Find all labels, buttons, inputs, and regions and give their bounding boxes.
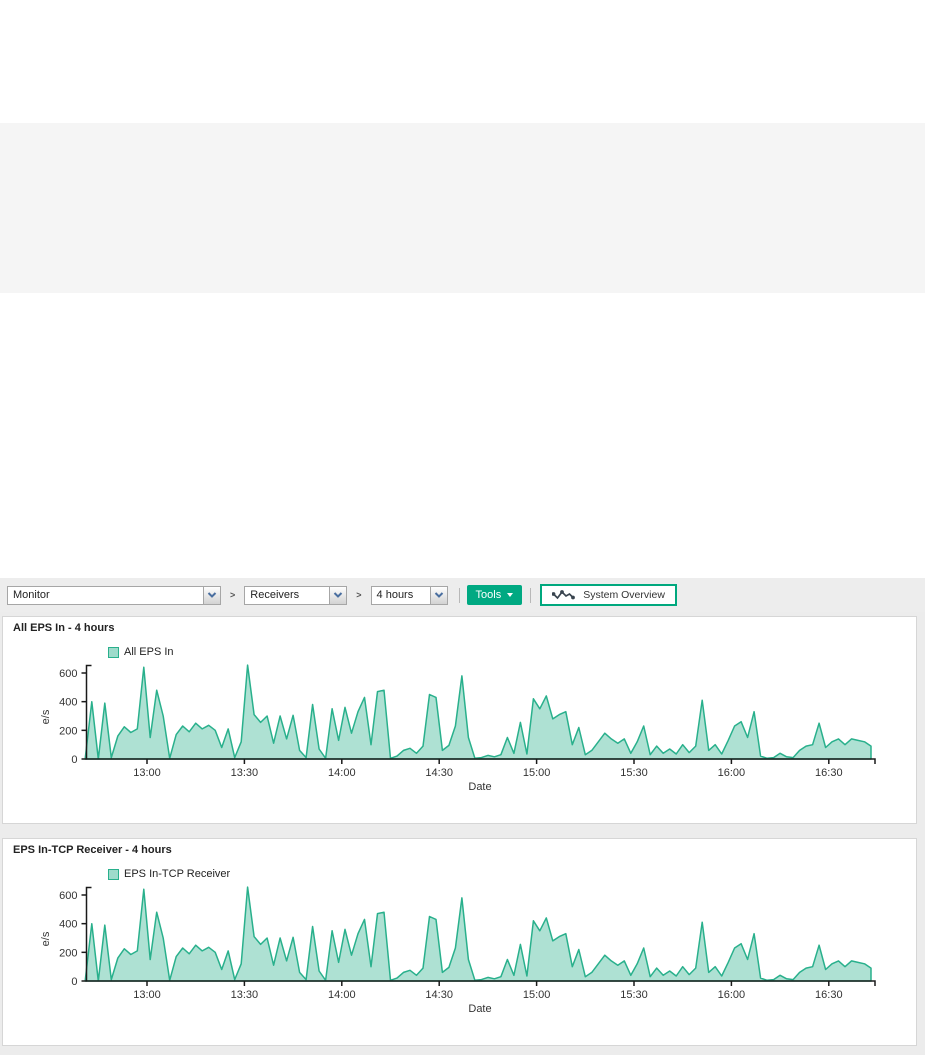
svg-text:14:30: 14:30 — [425, 767, 453, 779]
svg-text:14:30: 14:30 — [425, 989, 453, 1001]
toolbar-divider — [530, 587, 532, 603]
svg-text:15:30: 15:30 — [620, 989, 648, 1001]
legend-label: All EPS In — [124, 646, 174, 658]
svg-text:e/s: e/s — [40, 931, 52, 946]
svg-text:15:00: 15:00 — [523, 989, 551, 1001]
chart-title: EPS In-TCP Receiver - 4 hours — [13, 844, 172, 856]
svg-text:13:00: 13:00 — [133, 989, 161, 1001]
svg-text:16:00: 16:00 — [718, 767, 746, 779]
svg-text:600: 600 — [59, 668, 77, 680]
svg-text:13:00: 13:00 — [133, 767, 161, 779]
middle-blank-region — [0, 293, 925, 578]
legend-swatch — [108, 868, 119, 880]
legend-label: EPS In-TCP Receiver — [124, 868, 231, 880]
receivers-select-value: Receivers — [250, 588, 300, 601]
svg-text:14:00: 14:00 — [328, 989, 356, 1001]
svg-text:0: 0 — [71, 754, 77, 766]
chart-legend: All EPS In — [108, 646, 174, 658]
sparkline-icon — [552, 590, 576, 600]
monitor-select[interactable]: Monitor — [7, 585, 221, 605]
area-chart-svg: 0 200 400 600 13:00 13:30 14:00 14:30 15:00 15:30… — [40, 886, 876, 1015]
receivers-select[interactable]: Receivers — [244, 585, 348, 605]
svg-text:15:00: 15:00 — [523, 767, 551, 779]
svg-text:13:30: 13:30 — [231, 767, 259, 779]
chart-title: All EPS In - 4 hours — [13, 622, 115, 634]
svg-text:16:30: 16:30 — [815, 767, 843, 779]
chevron-down-icon[interactable] — [203, 586, 220, 604]
breadcrumb-separator: > — [230, 590, 236, 600]
system-overview-label: System Overview — [583, 589, 665, 601]
panel-eps-in-tcp-receiver: EPS In-TCP Receiver - 4 hours EPS In-TCP… — [2, 838, 917, 1046]
time-range-select-value: 4 hours — [376, 588, 414, 601]
svg-text:400: 400 — [59, 919, 77, 931]
svg-text:13:30: 13:30 — [231, 989, 259, 1001]
legend-swatch — [108, 646, 119, 658]
monitor-select-value: Monitor — [13, 588, 50, 601]
top-blank-region — [0, 0, 925, 123]
tools-button-label: Tools — [475, 589, 502, 601]
toolbar-divider — [458, 587, 460, 603]
charts-region: All EPS In - 4 hours All EPS In 0 200 400 6… — [0, 612, 925, 1055]
svg-text:16:30: 16:30 — [815, 989, 843, 1001]
tools-button[interactable]: Tools — [466, 585, 523, 605]
breadcrumb-separator: > — [356, 590, 362, 600]
svg-text:200: 200 — [59, 947, 77, 959]
svg-text:Date: Date — [468, 781, 491, 793]
chevron-down-icon[interactable] — [329, 586, 347, 604]
chart-legend: EPS In-TCP Receiver — [108, 868, 230, 880]
svg-text:600: 600 — [59, 890, 77, 902]
svg-text:14:00: 14:00 — [328, 767, 356, 779]
time-range-select[interactable]: 4 hours — [370, 585, 448, 605]
svg-text:16:00: 16:00 — [718, 989, 746, 1001]
breadcrumb-toolbar: Monitor > Receivers > 4 hours Tools Syst… — [0, 578, 925, 612]
svg-text:e/s: e/s — [40, 709, 52, 724]
gray-banner-region — [0, 123, 925, 293]
panel-all-eps-in: All EPS In - 4 hours All EPS In 0 200 400 6… — [2, 616, 917, 824]
caret-down-icon — [507, 593, 514, 597]
svg-text:Date: Date — [468, 1003, 491, 1015]
svg-text:400: 400 — [59, 697, 77, 709]
system-overview-button[interactable]: System Overview — [540, 584, 677, 606]
svg-text:200: 200 — [59, 725, 77, 737]
area-chart-svg: 0 200 400 600 13:00 13:30 14:00 14:30 15:00 15:30… — [40, 664, 876, 793]
svg-text:0: 0 — [71, 976, 77, 988]
svg-text:15:30: 15:30 — [620, 767, 648, 779]
chevron-down-icon[interactable] — [429, 586, 447, 604]
